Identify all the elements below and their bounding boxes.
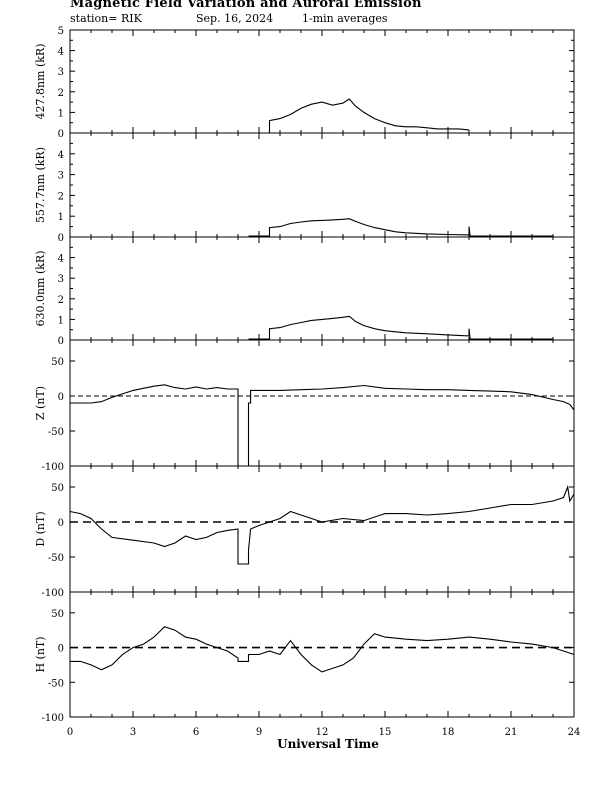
data-series-line [248,218,553,237]
panel-frame-4 [69,339,575,467]
data-series-line [69,484,575,565]
y-tick-label: 5 [58,26,64,37]
y-tick-label: -50 [48,553,64,564]
data-series-line [70,626,575,673]
panel-frame-2 [69,132,575,238]
x-tick-label: 15 [379,727,392,738]
y-tick-label: 3 [58,67,64,78]
x-tick-label: 12 [316,727,329,738]
y-tick-label: 1 [58,315,64,326]
y-tick-label: -50 [48,678,64,689]
x-axis-label: Universal Time [277,737,379,751]
data-series-line [268,98,470,133]
y-tick-label: 2 [58,88,64,99]
panel-frame-3 [69,236,575,341]
y-tick-label: 0 [58,644,64,655]
y-axis-label: D (nT) [34,511,47,546]
chart-title: Magnetic Field Variation and Auroral Emi… [70,0,422,11]
panel-frame-6 [69,591,575,718]
y-tick-label: 0 [58,233,64,244]
y-tick-label: 0 [58,129,64,140]
data-series-line [70,384,575,467]
y-tick-label: -100 [42,588,64,599]
x-tick-label: 6 [193,727,199,738]
y-tick-label: 2 [58,295,64,306]
station-label: station= RIK [70,12,142,25]
y-axis-label: H (nT) [34,636,47,672]
y-tick-label: 0 [58,392,64,403]
y-axis-label: 630.0nm (kR) [34,250,47,326]
y-tick-label: -50 [48,427,64,438]
x-tick-label: 3 [130,727,136,738]
y-tick-label: 50 [51,609,64,620]
x-tick-label: 9 [256,727,262,738]
x-tick-label: 21 [505,727,518,738]
y-axis-label: Z (nT) [34,386,47,420]
data-series-line [248,315,553,340]
y-tick-label: 4 [58,254,64,265]
y-axis-label: 557.7nm (kR) [34,147,47,223]
panel-frame-5 [69,465,575,593]
y-tick-label: 3 [58,274,64,285]
y-tick-label: 3 [58,171,64,182]
y-tick-label: 2 [58,191,64,202]
averaging-label: 1-min averages [302,12,388,25]
y-tick-label: 4 [58,150,64,161]
y-tick-label: 1 [58,108,64,119]
y-tick-label: 4 [58,47,64,58]
y-tick-label: 0 [58,518,64,529]
y-tick-label: 50 [51,483,64,494]
y-tick-label: 50 [51,357,64,368]
y-axis-label: 427.8nm (kR) [34,43,47,119]
y-tick-label: -100 [42,713,64,724]
x-tick-label: 24 [568,727,581,738]
y-tick-label: 1 [58,212,64,223]
y-tick-label: 0 [58,336,64,347]
y-tick-label: -100 [42,462,64,473]
panel-frame-1 [69,29,575,134]
x-tick-label: 0 [67,727,73,738]
x-tick-label: 18 [442,727,455,738]
date-label: Sep. 16, 2024 [196,12,274,25]
